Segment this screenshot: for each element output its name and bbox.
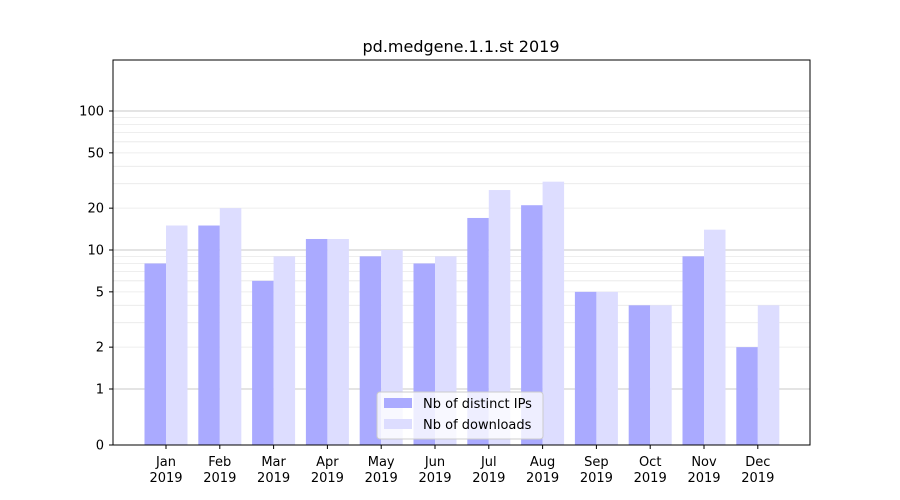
y-tick-label: 50 (87, 146, 104, 161)
x-tick-label: 2019 (418, 471, 451, 486)
x-tick-label: 2019 (526, 471, 559, 486)
bar-downloads (273, 256, 296, 445)
plot-frame (112, 59, 811, 446)
bar-downloads (488, 190, 511, 445)
x-tick-label: Sep (584, 455, 609, 470)
x-tick-label: 2019 (311, 471, 344, 486)
legend: Nb of distinct IPs Nb of downloads (376, 391, 544, 440)
x-tick-label: Oct (639, 455, 661, 470)
bar-ips (574, 291, 597, 445)
bar-ips (628, 305, 651, 445)
y-tick-label: 1 (96, 383, 104, 398)
y-tick-label: 10 (87, 244, 104, 259)
chart-title: pd.medgene.1.1.st 2019 (363, 37, 560, 56)
x-tick-label: 2019 (634, 471, 667, 486)
legend-label-ips: Nb of distinct IPs (423, 397, 532, 412)
x-tick-label: Jun (424, 455, 445, 470)
y-tick-label: 0 (96, 439, 104, 454)
x-tick-label: Feb (208, 455, 231, 470)
y-axis: 0 1 2 5 10 20 50 100 (79, 105, 113, 454)
x-tick-label: Jan (155, 455, 176, 470)
bar-ips (521, 205, 543, 445)
y-tick-label: 100 (79, 105, 104, 120)
bar-downloads (327, 238, 349, 445)
x-tick-label: 2019 (741, 471, 774, 486)
x-tick-label: 2019 (149, 471, 182, 486)
bar-ips (252, 280, 274, 445)
x-axis: Jan2019Feb2019Mar2019Apr2019May2019Jun20… (149, 445, 774, 486)
bar-ips (359, 256, 382, 445)
legend-box (376, 391, 544, 440)
x-tick-label: 2019 (580, 471, 613, 486)
bar-ips (305, 238, 328, 445)
x-tick-label: 2019 (687, 471, 720, 486)
bar-downloads (542, 181, 565, 445)
bar-downloads (704, 229, 726, 445)
x-tick-label: Mar (261, 455, 286, 470)
bar-ips (467, 217, 489, 445)
x-tick-label: 2019 (365, 471, 398, 486)
x-tick-label: Dec (745, 455, 770, 470)
x-tick-label: 2019 (472, 471, 505, 486)
legend-swatch-ips (384, 398, 412, 408)
x-tick-label: 2019 (257, 471, 290, 486)
x-tick-label: 2019 (203, 471, 236, 486)
y-tick-label: 20 (87, 202, 104, 217)
x-tick-label: Nov (691, 455, 717, 470)
bar-downloads (166, 225, 188, 445)
bar-downloads (757, 305, 780, 445)
x-tick-label: Aug (530, 455, 555, 470)
bar-ips (198, 225, 220, 445)
legend-swatch-downloads (384, 419, 412, 429)
legend-label-downloads: Nb of downloads (423, 418, 532, 433)
bar-ips (682, 256, 704, 445)
bar-downloads (596, 291, 618, 445)
bar-ips (144, 263, 166, 445)
bar-downloads (650, 305, 672, 445)
x-tick-label: Apr (316, 455, 339, 470)
x-tick-label: Jul (480, 455, 497, 470)
x-tick-label: May (368, 455, 395, 470)
bar-ips (736, 347, 758, 445)
y-tick-label: 2 (96, 341, 104, 356)
bar-downloads (219, 208, 242, 445)
y-tick-label: 5 (96, 285, 104, 300)
